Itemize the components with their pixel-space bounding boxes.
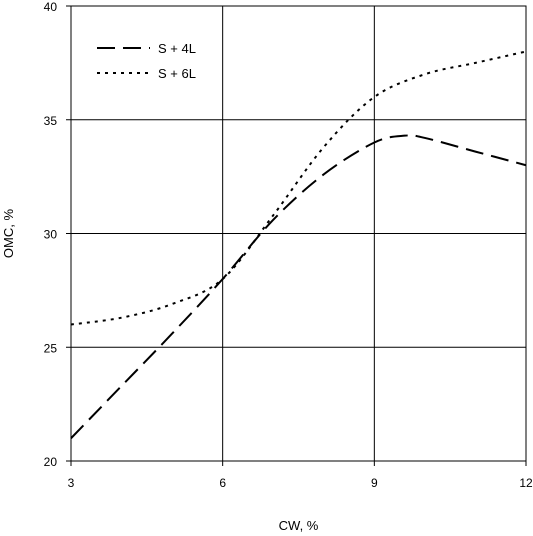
x-axis-ticks: 3 6 9 12 bbox=[68, 461, 533, 490]
legend-label-1: S + 6L bbox=[158, 66, 196, 81]
series-line-0 bbox=[70, 134, 527, 439]
series-lines bbox=[70, 50, 527, 439]
y-tick-label-2: 30 bbox=[44, 228, 58, 242]
y-axis-title: OMC, % bbox=[1, 209, 16, 259]
y-tick-label-3: 35 bbox=[44, 114, 58, 128]
y-tick-label-0: 20 bbox=[44, 455, 58, 469]
x-axis-title: CW, % bbox=[279, 518, 319, 533]
y-tick-label-4: 40 bbox=[44, 0, 58, 14]
x-tick-label-0: 3 bbox=[68, 476, 75, 490]
series-line-1 bbox=[70, 50, 527, 326]
y-axis-ticks: 20 25 30 35 40 bbox=[44, 0, 71, 469]
x-tick-label-1: 6 bbox=[219, 476, 226, 490]
x-tick-label-3: 12 bbox=[519, 476, 533, 490]
x-tick-label-2: 9 bbox=[371, 476, 378, 490]
legend-label-0: S + 4L bbox=[158, 41, 196, 56]
y-tick-label-1: 25 bbox=[44, 341, 58, 355]
grid-lines bbox=[70, 5, 527, 462]
legend: S + 4L S + 6L bbox=[97, 41, 196, 81]
